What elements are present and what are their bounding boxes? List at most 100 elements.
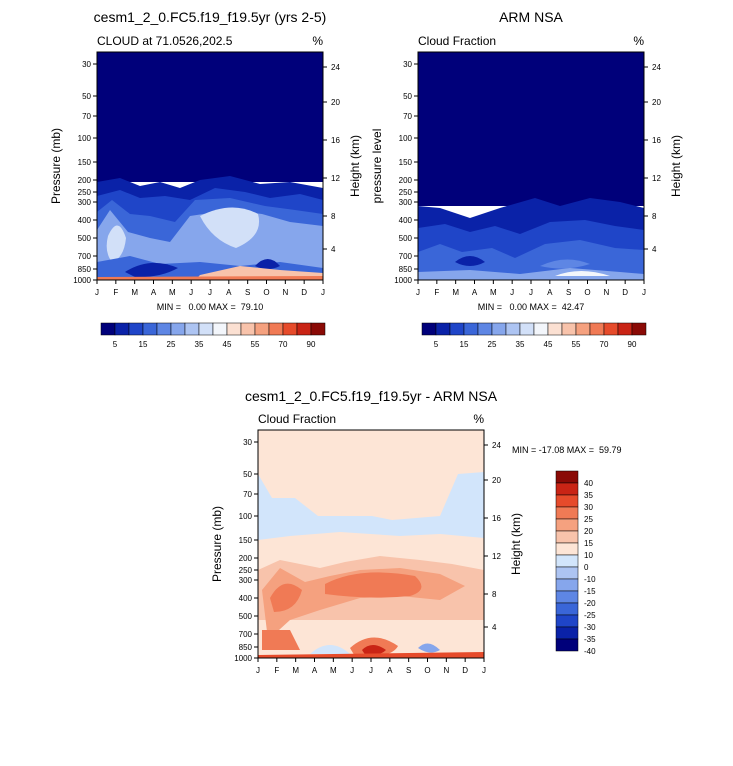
y-tick-label: 250 (78, 188, 92, 197)
panel-obs-plot (417, 51, 645, 281)
colorbar-swatch (555, 470, 579, 484)
x-tick-label: A (226, 288, 232, 297)
colorbar-swatch (555, 554, 579, 568)
x-tick-label: A (472, 288, 478, 297)
colorbar-label: -35 (584, 635, 596, 644)
y2-tick-label: 24 (652, 63, 661, 72)
y-tick-label: 700 (78, 252, 92, 261)
colorbar-swatch (463, 322, 479, 336)
y-tick-label: 700 (239, 630, 253, 639)
y2-tick-label: 4 (492, 623, 497, 632)
colorbar-label: -40 (584, 647, 596, 656)
colorbar-swatch (240, 322, 256, 336)
y2-tick-label: 8 (652, 212, 657, 221)
x-tick-label: N (443, 666, 449, 675)
x-tick-label: J (482, 666, 486, 675)
panel-obs-band (540, 259, 590, 269)
y-tick-label: 400 (239, 594, 253, 603)
colorbar-label: 25 (584, 515, 593, 524)
colorbar-label: 5 (434, 340, 439, 349)
x-tick-label: S (566, 288, 571, 297)
x-tick-label: J (529, 288, 533, 297)
colorbar-swatch (212, 322, 228, 336)
y-tick-label: 200 (399, 176, 413, 185)
colorbar-swatch (555, 602, 579, 616)
colorbar-label: 5 (113, 340, 118, 349)
colorbar-swatch (435, 322, 451, 336)
y2-tick-label: 20 (492, 476, 501, 485)
panel-diff-title: cesm1_2_0.FC5.f19_f19.5yr - ARM NSA (245, 388, 498, 404)
panel-diff-left-label: Cloud Fraction (258, 412, 336, 426)
x-tick-label: F (113, 288, 118, 297)
colorbar-swatch (603, 322, 619, 336)
y-tick-label: 100 (239, 512, 253, 521)
panel-obs-stats: MIN = 0.00 MAX = 42.47 (478, 302, 585, 312)
x-tick-label: M (330, 666, 337, 675)
y-tick-label: 400 (399, 216, 413, 225)
panel-diff-y2-label: Height (km) (509, 513, 523, 575)
y2-tick-label: 12 (331, 174, 340, 183)
y-tick-label: 30 (243, 438, 252, 447)
colorbar-label: -10 (584, 575, 596, 584)
y-tick-label: 300 (399, 198, 413, 207)
y-tick-label: 70 (243, 490, 252, 499)
x-tick-label: N (282, 288, 288, 297)
x-tick-label: F (434, 288, 439, 297)
y-tick-label: 70 (82, 112, 91, 121)
panel-model-plot (96, 51, 324, 281)
colorbar-label: 70 (600, 340, 609, 349)
y-tick-label: 500 (399, 234, 413, 243)
y-tick-label: 1000 (73, 276, 91, 285)
panel-diff-y2-ticks: 24 20 16 12 8 4 (484, 441, 501, 632)
x-tick-label: J (642, 288, 646, 297)
panel-model-y-label: Pressure (mb) (49, 128, 63, 204)
panel-model-title: cesm1_2_0.FC5.f19_f19.5yr (yrs 2-5) (94, 9, 327, 25)
panel-model-upper-field (97, 52, 323, 182)
x-tick-label: O (424, 666, 430, 675)
colorbar-swatch (128, 322, 144, 336)
colorbar-swatch (282, 322, 298, 336)
colorbar-swatch (589, 322, 605, 336)
colorbar-label: 40 (584, 479, 593, 488)
colorbar-label: 25 (167, 340, 176, 349)
colorbar-label: 15 (460, 340, 469, 349)
colorbar-label: -30 (584, 623, 596, 632)
panel-model-unit: % (312, 34, 323, 48)
panel-diff-band (310, 645, 350, 654)
colorbar-swatch (184, 322, 200, 336)
panel-obs-colorbar: 5 15 25 35 45 55 70 90 (421, 322, 647, 349)
y-tick-label: 30 (82, 60, 91, 69)
x-tick-label: J (189, 288, 193, 297)
colorbar-swatch (226, 322, 242, 336)
panel-obs: ARM NSA Cloud Fraction % pressure level … (370, 9, 683, 349)
panel-obs-y-label: pressure level (370, 129, 384, 204)
panel-diff-band (325, 572, 422, 598)
panel-model-y2-label: Height (km) (348, 135, 362, 197)
x-tick-label: O (584, 288, 590, 297)
panel-obs-band (418, 268, 644, 280)
x-tick-label: J (510, 288, 514, 297)
colorbar-swatch (268, 322, 284, 336)
colorbar-swatch (198, 322, 214, 336)
x-tick-label: S (406, 666, 411, 675)
y2-tick-label: 16 (652, 136, 661, 145)
y-tick-label: 50 (243, 470, 252, 479)
x-tick-label: J (350, 666, 354, 675)
colorbar-swatch (533, 322, 549, 336)
colorbar-swatch (575, 322, 591, 336)
x-tick-label: J (256, 666, 260, 675)
colorbar-swatch (555, 494, 579, 508)
colorbar-label: 20 (584, 527, 593, 536)
x-tick-label: A (312, 666, 318, 675)
panel-model-stats: MIN = 0.00 MAX = 79.10 (157, 302, 264, 312)
panel-diff-y-label: Pressure (mb) (210, 506, 224, 582)
colorbar-swatch (631, 322, 647, 336)
panel-model-left-label: CLOUD at 71.0526,202.5 (97, 34, 233, 48)
panel-diff-band (362, 645, 386, 656)
colorbar-swatch (100, 322, 116, 336)
x-tick-label: D (462, 666, 468, 675)
colorbar-swatch (114, 322, 130, 336)
x-tick-label: M (131, 288, 138, 297)
